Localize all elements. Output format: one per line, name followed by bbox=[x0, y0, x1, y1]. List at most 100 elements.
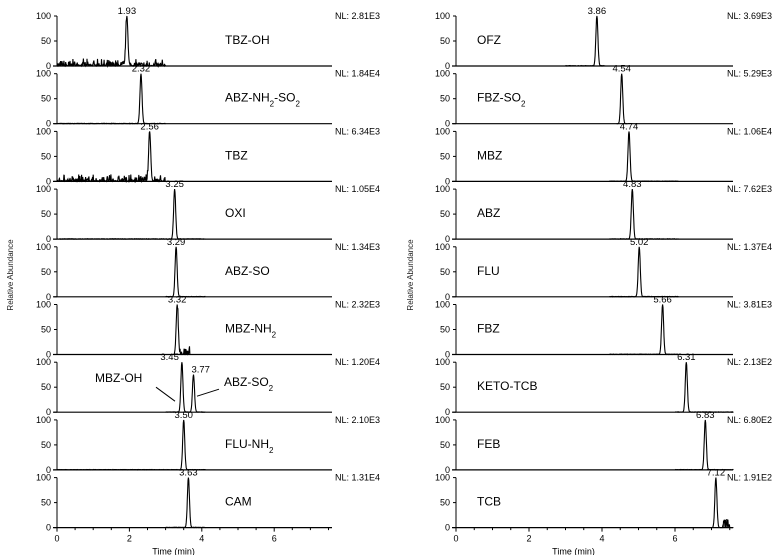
peak-rt-label: 7.12 bbox=[707, 468, 726, 479]
chromatogram-trace bbox=[609, 189, 679, 240]
nl-label: NL: 2.10E3 bbox=[335, 415, 380, 425]
y-tick-label: 100 bbox=[435, 300, 450, 310]
nl-label: NL: 1.20E4 bbox=[335, 357, 380, 367]
chromatogram-trace bbox=[56, 131, 166, 184]
y-tick-label: 50 bbox=[41, 36, 51, 46]
compound-label: OFZ bbox=[477, 33, 501, 47]
annotation-leader-line bbox=[155, 386, 176, 402]
y-tick-label: 0 bbox=[46, 119, 51, 129]
peak-rt-label: 2.56 bbox=[140, 121, 159, 132]
peak-rt-label: 6.31 bbox=[677, 352, 696, 363]
nl-label: NL: 1.05E4 bbox=[335, 184, 380, 194]
y-tick-label: 0 bbox=[46, 234, 51, 244]
x-tick-label: 0 bbox=[453, 534, 458, 544]
peak-rt-label: 4.83 bbox=[623, 179, 642, 190]
nl-label: NL: 1.34E3 bbox=[335, 242, 380, 252]
compound-label: TBZ-OH bbox=[225, 33, 270, 47]
panel-mbz: 0 50 100 4.74 NL: 1.06E4 MBZ bbox=[435, 121, 772, 186]
y-tick-label: 50 bbox=[41, 151, 51, 161]
panel-keto-tcb: 0 50 100 6.31 NL: 2.13E2 KETO-TCB bbox=[435, 352, 772, 417]
y-tick-label: 0 bbox=[445, 292, 450, 302]
y-tick-label: 100 bbox=[435, 11, 450, 21]
annotation-leader-line bbox=[196, 388, 220, 397]
peak-rt-label: 5.02 bbox=[630, 237, 649, 248]
y-tick-label: 50 bbox=[41, 209, 51, 219]
y-tick-label: 0 bbox=[445, 61, 450, 71]
chromatogram-trace bbox=[165, 362, 206, 413]
panel-oxi: 0 50 100 3.25 NL: 1.05E4 OXI bbox=[36, 179, 380, 244]
panel-abz-so: 0 50 100 3.29 NL: 1.34E3 ABZ-SO bbox=[36, 237, 380, 302]
chromatogram-trace bbox=[565, 15, 606, 67]
y-tick-label: 0 bbox=[46, 176, 51, 186]
x-tick-label: 2 bbox=[526, 534, 531, 544]
y-tick-label: 100 bbox=[36, 415, 51, 425]
compound-label: TBZ bbox=[225, 148, 248, 162]
y-axis-title: Relative Abundance bbox=[6, 239, 15, 311]
nl-label: NL: 1.84E4 bbox=[335, 69, 380, 79]
y-tick-label: 0 bbox=[445, 176, 450, 186]
panel-mbz-oh-abz-so2: 0 50 100 3.45 3.77 NL: 1.20E4 MBZ-OH ABZ-SO2 bbox=[36, 352, 380, 417]
y-tick-label: 50 bbox=[440, 209, 450, 219]
compound-label: ABZ bbox=[477, 206, 500, 220]
chromatogram-trace bbox=[56, 189, 206, 240]
compound-label: FLU-NH2 bbox=[225, 437, 274, 455]
chromatogram-trace bbox=[165, 477, 206, 529]
y-tick-label: 50 bbox=[440, 36, 450, 46]
y-tick-label: 50 bbox=[41, 498, 51, 508]
panel-fbz-so2: 0 50 100 4.54 NL: 5.29E3 FBZ-SO2 bbox=[435, 64, 772, 129]
y-tick-label: 50 bbox=[41, 94, 51, 104]
compound-label: CAM bbox=[225, 495, 252, 509]
compound-label: FLU bbox=[477, 264, 500, 278]
y-tick-label: 100 bbox=[36, 184, 51, 194]
nl-label: NL: 6.80E2 bbox=[727, 415, 772, 425]
y-tick-label: 50 bbox=[440, 94, 450, 104]
compound-label: MBZ bbox=[477, 148, 502, 162]
panel-fbz: 0 50 100 5.66 NL: 3.81E3 FBZ bbox=[435, 295, 772, 360]
chromatogram-trace bbox=[609, 246, 679, 298]
panel-tbz: 0 50 100 2.56 NL: 6.34E3 TBZ bbox=[36, 121, 380, 186]
chromatogram-trace bbox=[609, 131, 679, 183]
panel-flu-nh2: 0 50 100 3.50 NL: 2.10E3 FLU-NH2 bbox=[36, 410, 380, 475]
panel-mbz-nh2: 0 50 100 3.32 NL: 2.32E3 MBZ-NH2 bbox=[36, 295, 380, 360]
compound-label: OXI bbox=[225, 206, 246, 220]
peak-rt-label: 3.86 bbox=[588, 6, 607, 17]
nl-label: NL: 1.31E4 bbox=[335, 473, 380, 483]
peak-rt-label: 3.29 bbox=[167, 237, 186, 248]
y-tick-label: 100 bbox=[36, 300, 51, 310]
chromatogram-trace bbox=[57, 419, 206, 471]
compound-label: TCB bbox=[477, 495, 501, 509]
y-tick-label: 50 bbox=[440, 325, 450, 335]
y-tick-label: 100 bbox=[435, 69, 450, 79]
chromatogram-trace bbox=[674, 419, 734, 471]
compound-label: ABZ-SO2 bbox=[224, 375, 274, 393]
chromatogram-trace bbox=[609, 304, 679, 356]
y-tick-label: 0 bbox=[445, 407, 450, 417]
x-axis-title: Time (min) bbox=[552, 547, 595, 555]
nl-label: NL: 1.37E4 bbox=[727, 242, 772, 252]
panel-feb: 0 50 100 6.83 NL: 6.80E2 FEB bbox=[435, 410, 772, 475]
x-tick-label: 6 bbox=[672, 534, 677, 544]
nl-label: NL: 6.34E3 bbox=[335, 126, 380, 136]
y-tick-label: 0 bbox=[46, 523, 51, 533]
y-tick-label: 0 bbox=[46, 350, 51, 360]
x-tick-label: 2 bbox=[127, 534, 132, 544]
chromatogram-trace bbox=[165, 304, 206, 356]
panel-abz-nh2-so2: 0 50 100 2.32 NL: 1.84E4 ABZ-NH2-SO2 bbox=[36, 64, 380, 129]
nl-label: NL: 2.81E3 bbox=[335, 11, 380, 21]
nl-label: NL: 5.29E3 bbox=[727, 69, 772, 79]
peak-rt-label: 3.63 bbox=[179, 468, 198, 479]
y-tick-label: 50 bbox=[440, 382, 450, 392]
y-tick-label: 0 bbox=[445, 465, 450, 475]
chart-column-1: 0 50 100 1.93 NL: 2.81E3 TBZ-OH 0 50 100 2.32 NL: … bbox=[6, 6, 380, 555]
y-tick-label: 50 bbox=[440, 151, 450, 161]
peak-rt-label: 2.32 bbox=[132, 64, 151, 75]
y-tick-label: 100 bbox=[435, 357, 450, 367]
y-axis-title: Relative Abundance bbox=[406, 239, 415, 311]
y-tick-label: 0 bbox=[445, 350, 450, 360]
panel-tbz-oh: 0 50 100 1.93 NL: 2.81E3 TBZ-OH bbox=[36, 6, 380, 71]
compound-label: FBZ bbox=[477, 322, 500, 336]
y-tick-label: 50 bbox=[41, 440, 51, 450]
peak-rt-label: 5.66 bbox=[653, 295, 672, 306]
chromatogram-trace bbox=[616, 73, 628, 125]
